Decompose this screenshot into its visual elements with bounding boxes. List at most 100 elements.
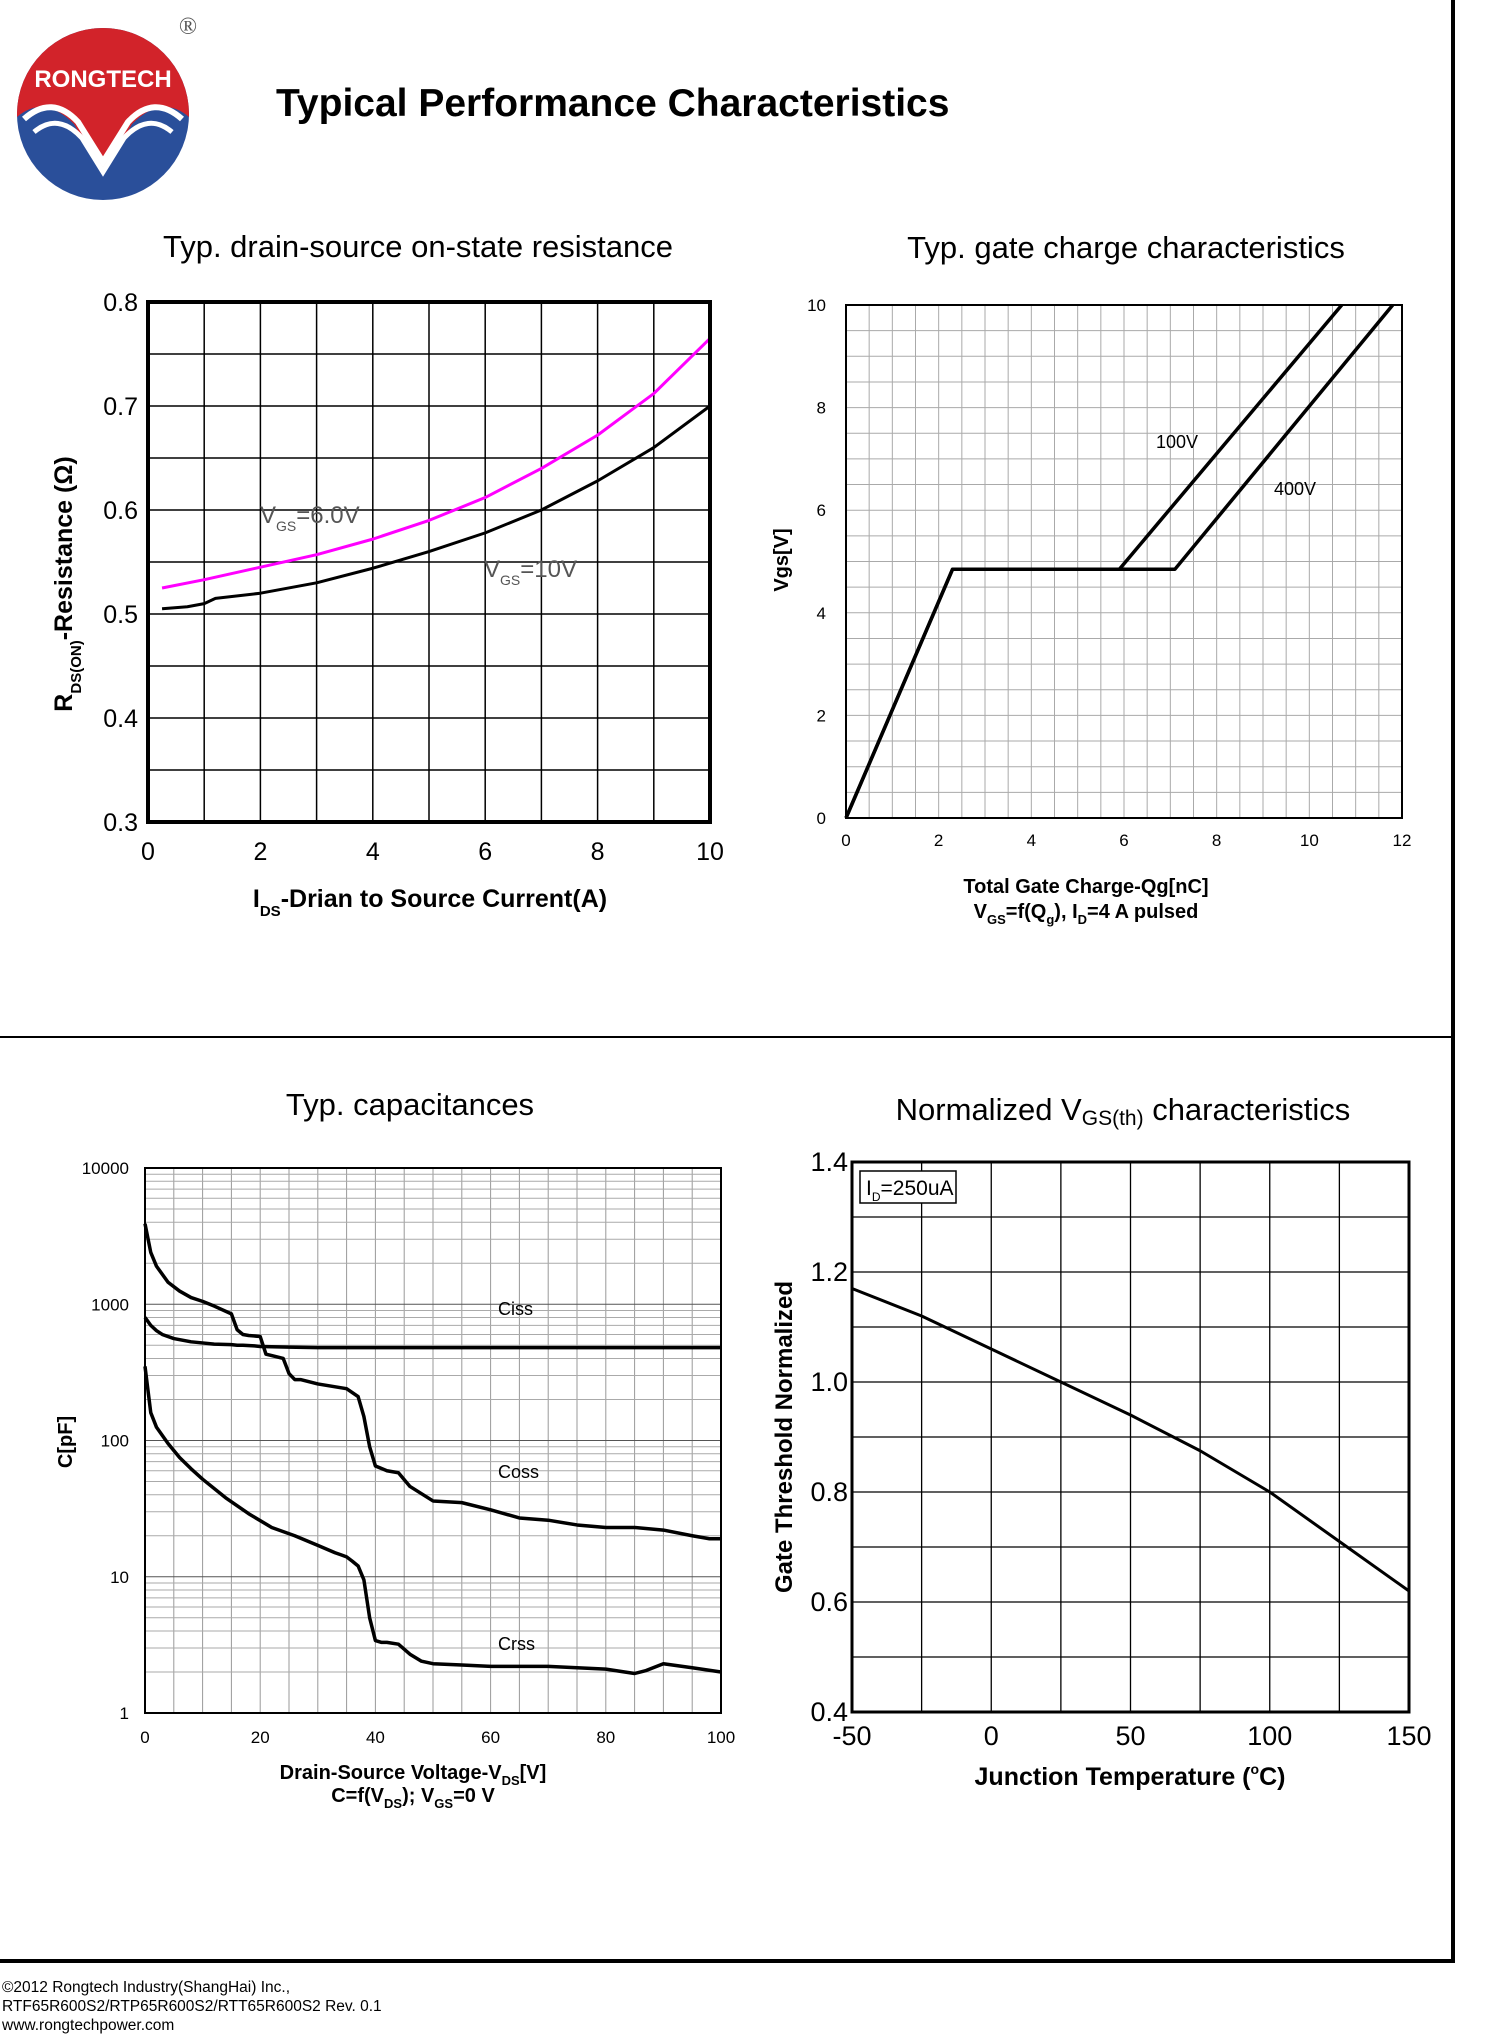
capacitance-title: Typ. capacitances: [286, 1087, 534, 1122]
x-tick-label: 6: [1119, 831, 1128, 850]
y-tick-label: 0.8: [810, 1477, 848, 1507]
y-tick-label: 8: [817, 399, 826, 418]
vgsth-chart: Normalized VGS(th) characteristics -50 0 5…: [771, 1092, 1432, 1791]
x-tick-label: 10: [696, 838, 724, 866]
capacitance-plot-border: [144, 1167, 722, 1714]
gate-charge-grid: [846, 305, 1402, 818]
y-tick-label: 0.5: [103, 601, 138, 629]
vgsth-legend-box: [859, 1170, 957, 1204]
x-tick-label: 0: [141, 838, 155, 866]
capacitance-tick-labels: 0 20 40 60 80 100 1 10 100 1000 10000: [82, 1159, 735, 1747]
x-tick-label: 10: [1300, 831, 1319, 850]
x-tick-label: 4: [366, 838, 380, 866]
vgsth-plot-border: [850, 1160, 1411, 1714]
series-400v-label: 400V: [1274, 479, 1316, 499]
x-tick-label: 12: [1393, 831, 1412, 850]
y-tick-label: 2: [817, 706, 826, 725]
x-tick-label: 40: [366, 1728, 385, 1747]
gate-charge-xlabel: Total Gate Charge-Qg[nC]: [963, 876, 1208, 898]
y-tick-label: 1.0: [810, 1367, 848, 1397]
ciss-label: Ciss: [498, 1299, 533, 1319]
capacitance-xlabel: Drain-Source Voltage-VDS[V]: [280, 1762, 547, 1788]
y-tick-label: 0: [817, 809, 826, 828]
series-coss-line: [143, 1223, 721, 1541]
y-tick-label: 10000: [82, 1159, 129, 1178]
y-tick-label: 0.7: [103, 393, 138, 421]
x-tick-label: 150: [1386, 1721, 1431, 1751]
rdson-grid: [148, 302, 710, 822]
vgsth-tick-labels: -50 0 50 100 150 0.4 0.6 0.8 1.0 1.2 1.4: [810, 1147, 1431, 1751]
y-tick-label: 10: [110, 1568, 129, 1587]
vgsth-ylabel: Gate Threshold Normalized: [771, 1281, 798, 1593]
x-tick-label: 8: [1212, 831, 1221, 850]
x-tick-label: 2: [253, 838, 267, 866]
y-tick-label: 1000: [91, 1295, 129, 1314]
logo-red-top: [17, 28, 189, 174]
capacitance-series: [143, 1223, 722, 1676]
y-tick-label: 0.8: [103, 289, 138, 317]
vgsth-legend-text: ID=250uA: [866, 1177, 954, 1204]
x-tick-label: 0: [984, 1721, 999, 1751]
y-tick-label: 1.4: [810, 1147, 848, 1177]
vgsth-grid: [852, 1162, 1409, 1712]
rdson-series: [161, 337, 712, 611]
gate-charge-series: [844, 303, 1395, 819]
x-tick-label: -50: [832, 1721, 871, 1751]
logo-wave: [22, 104, 184, 168]
rdson-plot-border: [146, 300, 712, 824]
y-tick-label: 6: [817, 501, 826, 520]
series-vgs10-line: [161, 404, 711, 611]
gate-charge-ylabel: Vgs[V]: [771, 528, 793, 591]
logo-wave-2: [32, 120, 174, 177]
capacitance-grid: [145, 1168, 721, 1713]
rongtech-logo: RONGTECH ®: [17, 14, 197, 200]
page-title: Typical Performance Characteristics: [276, 82, 950, 125]
series-ciss-line: [143, 1316, 721, 1350]
x-tick-label: 0: [841, 831, 850, 850]
rdson-chart: Typ. drain-source on-state resistance 0 2…: [50, 229, 724, 920]
y-tick-label: 0.4: [103, 705, 138, 733]
series-100v-label: 100V: [1156, 432, 1198, 452]
vgs6-label: VGS=6.0V: [260, 502, 360, 534]
capacitance-chart: Typ. capacitances 0 20 40 60 80 100 1 10 100 1000…: [55, 1087, 735, 1811]
x-tick-label: 20: [251, 1728, 270, 1747]
y-tick-label: 10: [807, 296, 826, 315]
x-tick-label: 100: [1247, 1721, 1292, 1751]
x-tick-label: 2: [934, 831, 943, 850]
vgs10-label: VGS=10V: [484, 556, 577, 588]
gate-charge-title: Typ. gate charge characteristics: [907, 230, 1345, 265]
series-vgsth-line: [851, 1287, 1410, 1593]
y-tick-label: 0.6: [810, 1587, 848, 1617]
vgsth-title: Normalized VGS(th) characteristics: [896, 1092, 1351, 1130]
coss-label: Coss: [498, 1462, 539, 1482]
capacitance-ylabel: C[pF]: [55, 1416, 77, 1468]
rdson-chart-title: Typ. drain-source on-state resistance: [163, 229, 673, 264]
gate-charge-plot-border: [845, 304, 1403, 819]
gate-charge-chart: Typ. gate charge characteristics 0 2 4 6 8 10…: [771, 230, 1411, 927]
logo-text: RONGTECH: [34, 66, 171, 93]
x-tick-label: 60: [481, 1728, 500, 1747]
section-divider: [0, 1036, 1455, 1038]
footer-copyright: ©2012 Rongtech Industry(ShangHai) Inc.,: [2, 1979, 290, 1996]
gate-charge-conditions: VGS=f(Qg), ID=4 A pulsed: [974, 901, 1199, 927]
footer-website[interactable]: www.rongtechpower.com: [2, 2017, 175, 2034]
y-tick-label: 1.2: [810, 1257, 848, 1287]
vgsth-series: [851, 1287, 1410, 1593]
rdson-xlabel: IDS-Drian to Source Current(A): [253, 885, 607, 920]
vgsth-xlabel: Junction Temperature (oC): [975, 1761, 1286, 1791]
y-tick-label: 1: [120, 1704, 129, 1723]
series-crss-line: [143, 1366, 722, 1676]
capacitance-conditions: C=f(VDS); VGS=0 V: [331, 1785, 495, 1811]
x-tick-label: 0: [140, 1728, 149, 1747]
y-tick-label: 0.3: [103, 809, 138, 837]
gate-charge-tick-labels: 0 2 4 6 8 10 12 0 2 4 6 8 10: [807, 296, 1411, 850]
rdson-tick-labels: 0 2 4 6 8 10 0.3 0.4 0.5 0.6 0.7 0.8: [103, 289, 724, 866]
series-400v-line: [844, 303, 1395, 819]
x-tick-label: 4: [1027, 831, 1036, 850]
y-tick-label: 4: [817, 604, 826, 623]
crss-label: Crss: [498, 1634, 535, 1654]
rdson-ylabel: RDS(ON)-Resistance (Ω): [50, 456, 85, 711]
y-tick-label: 0.6: [103, 497, 138, 525]
footer: ©2012 Rongtech Industry(ShangHai) Inc., …: [2, 1978, 382, 2035]
x-tick-label: 80: [596, 1728, 615, 1747]
